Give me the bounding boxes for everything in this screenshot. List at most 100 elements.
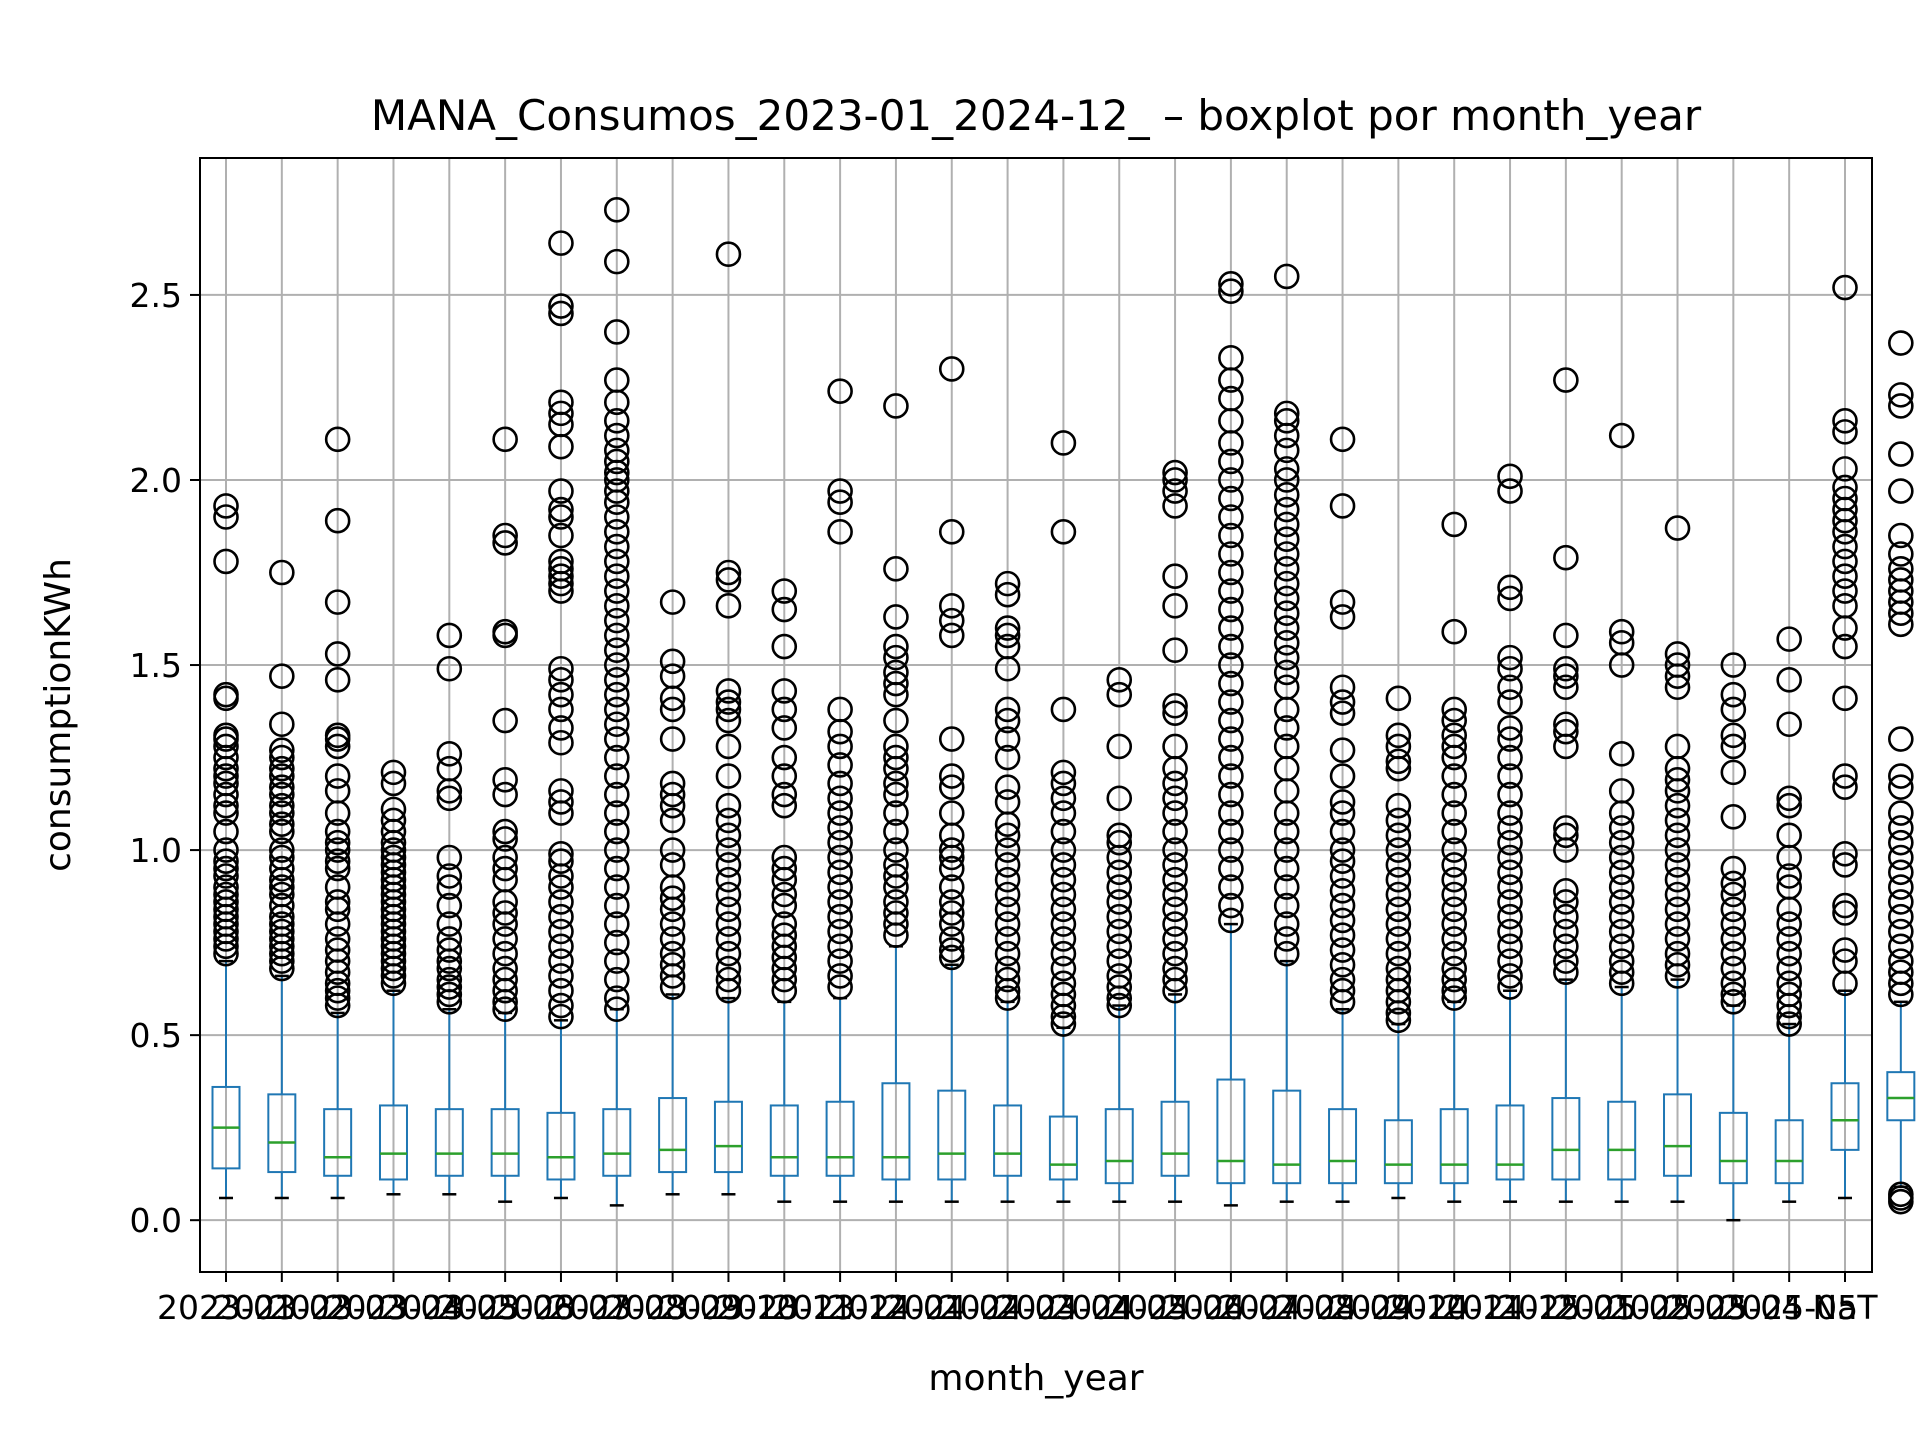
outlier-point [603,855,630,882]
outlier-point [827,815,853,841]
outlier-point [1385,722,1412,749]
outlier-point [1273,526,1300,553]
outlier-point [1106,918,1133,945]
outlier-point [938,593,965,619]
outlier-point [492,989,518,1015]
outlier-point [603,448,630,475]
outlier-point [1273,940,1300,967]
outlier-point [659,926,686,952]
outlier-point [1664,963,1691,989]
outlier-point [1106,985,1133,1011]
outlier-point [938,837,965,863]
outlier-point [1497,948,1523,974]
outlier-point [548,800,574,826]
box-group [490,426,520,1203]
outlier-point [1218,726,1244,752]
outlier-point [883,633,909,660]
outlier-point [994,985,1021,1011]
x-tick-label: 2023-11 [715,1288,853,1327]
outlier-point [548,563,574,590]
x-tick-label: 2023-10 [660,1288,798,1327]
outlier-point [1218,467,1244,493]
outlier-point [603,874,630,900]
outlier-point [1218,781,1244,808]
outlier-point [380,759,407,786]
outlier-point [492,855,518,882]
outlier-point [1832,563,1858,590]
outlier-point [994,726,1021,752]
outlier-point [1720,981,1747,1008]
outlier-point [1106,903,1133,930]
outlier-point [1162,852,1188,878]
outlier-point [1273,422,1300,449]
outlier-point [1329,700,1356,726]
outlier-point [1776,911,1802,937]
outlier-point [213,548,239,575]
outlier-point [1664,926,1691,952]
outlier-point [715,807,742,834]
outlier-point [1218,448,1244,475]
outlier-point [1608,959,1635,986]
outlier-point [1162,977,1188,1004]
outlier-point [1888,541,1914,567]
outlier-point [1218,800,1244,826]
outlier-point [827,948,853,974]
outlier-point [1050,696,1077,723]
outlier-point [1664,952,1691,978]
outlier-point [715,852,742,878]
outlier-point [1441,511,1468,538]
box-group [993,570,1023,1203]
outlier-point [1888,441,1914,467]
outlier-point [1329,922,1356,949]
outlier-point [324,733,351,760]
outlier-point [1664,881,1691,908]
outlier-point [1273,407,1300,434]
box-group [1104,667,1134,1203]
outlier-point [603,800,630,826]
outlier-point [883,556,909,582]
outlier-point [213,848,239,874]
box [1774,1119,1804,1185]
outlier-point [1664,663,1691,689]
outlier-point [269,744,295,771]
outlier-point [603,818,630,845]
outlier-point [1329,952,1356,978]
boxes [211,197,1916,1222]
outlier-point [1050,800,1077,826]
outlier-point [994,852,1021,878]
y-tick-label: 0.0 [130,1201,182,1240]
outlier-point [1776,926,1802,952]
outlier-point [1273,696,1300,723]
outlier-point [1273,644,1300,671]
outlier-point [1329,493,1356,519]
outlier-point [1218,874,1244,900]
outlier-point [1273,437,1300,464]
outlier-point [380,963,407,989]
outlier-point [1497,829,1523,856]
outlier-point [492,977,518,1004]
outlier-point [548,889,574,915]
box [323,1108,353,1177]
outlier-point [1106,681,1133,708]
outlier-point [1608,422,1635,449]
outlier-point [324,667,351,693]
outlier-point [548,400,574,427]
outlier-point [1385,926,1412,952]
outlier-point [1553,933,1579,960]
outlier-point [1218,430,1244,456]
outlier-point [883,874,909,900]
outlier-point [1441,940,1468,967]
outlier-point [269,755,295,782]
outlier-point [492,818,518,845]
outlier-point [715,940,742,967]
outlier-point [827,918,853,945]
box [1495,1104,1525,1181]
outlier-point [1329,604,1356,630]
box [713,1100,743,1174]
outlier-point [492,622,518,649]
outlier-point [213,744,239,771]
outlier-point [994,911,1021,937]
outlier-point [1329,763,1356,789]
outlier-point [771,966,798,993]
box [1272,1089,1302,1185]
